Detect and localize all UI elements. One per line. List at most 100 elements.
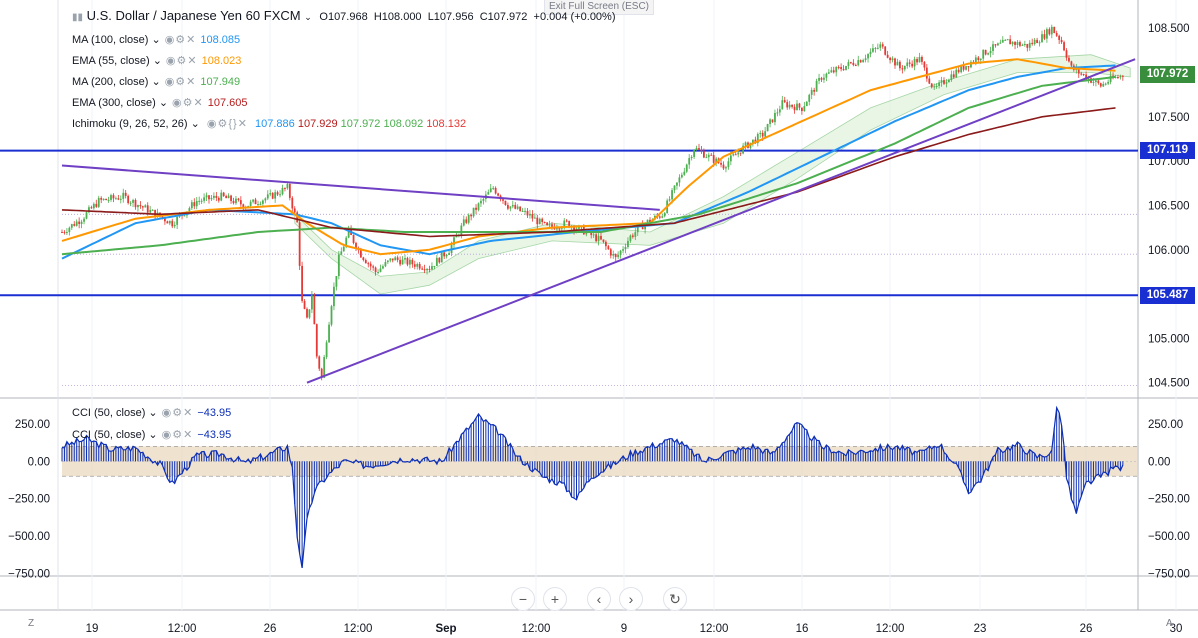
indicator-buttons-icon[interactable]: ◉⚙✕ — [165, 55, 198, 67]
candle-body — [61, 232, 63, 234]
scroll-right-button[interactable]: › — [619, 587, 643, 611]
scroll-left-button[interactable]: ‹ — [587, 587, 611, 611]
candle-body — [1063, 42, 1065, 51]
price-tick-label: 106.500 — [1148, 200, 1190, 212]
candle-body — [286, 184, 289, 189]
indicator-legend[interactable]: MA (200, close) ⌄ ◉⚙✕ 107.949 — [72, 75, 240, 89]
candle-body — [237, 198, 240, 201]
candle-body — [352, 235, 355, 243]
candle-body — [1016, 42, 1019, 45]
cci-value: −43.95 — [197, 429, 232, 441]
candle-body — [92, 203, 95, 209]
candle-body — [413, 264, 416, 267]
candlestick-series — [61, 24, 1124, 381]
candle-body — [955, 69, 958, 78]
candle-body — [688, 158, 691, 165]
candle-body — [100, 197, 103, 200]
cci-legend[interactable]: CCI (50, close) ⌄ ◉⚙✕ −43.95 — [72, 428, 231, 442]
corner-left-label[interactable]: Z — [28, 618, 35, 629]
candle-body — [68, 227, 71, 233]
candle-body — [1082, 74, 1085, 76]
chevron-down-icon[interactable]: ⌄ — [145, 429, 158, 441]
candle-body — [306, 308, 308, 318]
candle-body — [404, 258, 406, 260]
indicator-buttons-icon[interactable]: ◉⚙✕ — [161, 407, 194, 419]
ichimoku-value: 107.886 — [255, 118, 298, 130]
indicator-legend[interactable]: EMA (55, close) ⌄ ◉⚙✕ 108.023 — [72, 54, 241, 68]
chevron-down-icon[interactable]: ⌄ — [149, 55, 162, 67]
candle-body — [480, 200, 482, 204]
time-tick-label: 26 — [1080, 623, 1093, 635]
chevron-down-icon[interactable]: ⌄ — [190, 118, 200, 130]
candle-body — [470, 214, 473, 217]
zoom-out-button[interactable]: − — [511, 587, 535, 611]
candle-body — [649, 219, 651, 223]
candle-body — [565, 220, 568, 222]
candle-body — [313, 295, 316, 325]
candle-body — [992, 44, 994, 51]
candle-body — [950, 74, 953, 81]
time-tick-label: Sep — [435, 623, 456, 635]
ichimoku-value: 107.929 — [297, 118, 341, 130]
candle-body — [556, 228, 558, 230]
indicator-buttons-icon[interactable]: ◉⚙✕ — [172, 97, 204, 109]
candle-body — [443, 252, 446, 257]
candle-body — [1097, 80, 1100, 84]
candle-body — [813, 89, 816, 92]
candle-body — [923, 61, 926, 68]
chevron-down-icon[interactable]: ⌄ — [155, 97, 169, 109]
chevron-down-icon[interactable]: ⌄ — [145, 407, 158, 419]
symbol-title[interactable]: ▮▮ U.S. Dollar / Japanese Yen 60 FXCM ⌄ … — [72, 9, 616, 25]
candle-body — [609, 249, 612, 256]
candle-body — [908, 62, 911, 64]
candle-body — [852, 62, 855, 66]
time-tick-label: 12:00 — [522, 623, 551, 635]
candle-body — [622, 249, 624, 251]
price-tick-label: 105.000 — [1148, 333, 1190, 345]
exchange: FXCM — [263, 8, 301, 23]
candle-body — [894, 58, 896, 66]
indicator-buttons-icon[interactable]: ◉⚙✕ — [161, 429, 194, 441]
indicator-legend[interactable]: MA (100, close) ⌄ ◉⚙✕ 108.085 — [72, 33, 240, 47]
candle-body — [401, 259, 404, 265]
candle-body — [948, 80, 950, 83]
candle-body — [1109, 75, 1112, 82]
candle-body — [837, 67, 840, 69]
candle-body — [399, 259, 401, 265]
indicator-label: MA (200, close) — [72, 76, 149, 88]
candle-body — [328, 324, 330, 343]
zoom-in-button[interactable]: + — [543, 587, 567, 611]
cci-tick-label-left: −750.00 — [8, 569, 50, 581]
indicator-buttons-icon[interactable]: ◉⚙{}✕ — [206, 118, 248, 130]
candle-body — [335, 276, 338, 287]
trend-lines[interactable] — [61, 58, 1136, 384]
chevron-down-icon[interactable]: ⌄ — [148, 76, 161, 88]
candle-body — [965, 66, 967, 70]
candle-body — [945, 82, 948, 84]
candle-body — [761, 132, 764, 137]
indicator-buttons-icon[interactable]: ◉⚙✕ — [164, 76, 197, 88]
chevron-down-icon[interactable]: ⌄ — [304, 12, 312, 22]
candle-body — [369, 263, 372, 267]
cci-label: CCI (50, close) — [72, 407, 146, 419]
collapse-icon[interactable]: ▮▮ — [72, 12, 84, 23]
candle-body — [176, 216, 179, 225]
ichimoku-legend[interactable]: Ichimoku (9, 26, 52, 26) ⌄ ◉⚙{}✕ 107.886… — [72, 117, 466, 131]
candle-body — [744, 142, 747, 146]
reset-chart-button[interactable]: ↻ — [663, 587, 687, 611]
candle-body — [151, 209, 154, 211]
trend-line — [306, 58, 1136, 384]
indicator-buttons-icon[interactable]: ◉⚙✕ — [164, 34, 197, 46]
candle-body — [832, 70, 835, 73]
horizontal-levels[interactable] — [0, 149, 1138, 297]
candle-body — [614, 253, 617, 258]
candle-body — [516, 206, 519, 209]
cci-legend[interactable]: CCI (50, close) ⌄ ◉⚙✕ −43.95 — [72, 406, 231, 420]
candle-body — [671, 190, 673, 200]
exit-fullscreen-button[interactable]: Exit Full Screen (ESC) — [544, 0, 654, 15]
indicator-legend[interactable]: EMA (300, close) ⌄ ◉⚙✕ 107.605 — [72, 96, 248, 110]
chevron-down-icon[interactable]: ⌄ — [148, 34, 161, 46]
corner-right-label[interactable]: A — [1166, 618, 1173, 629]
